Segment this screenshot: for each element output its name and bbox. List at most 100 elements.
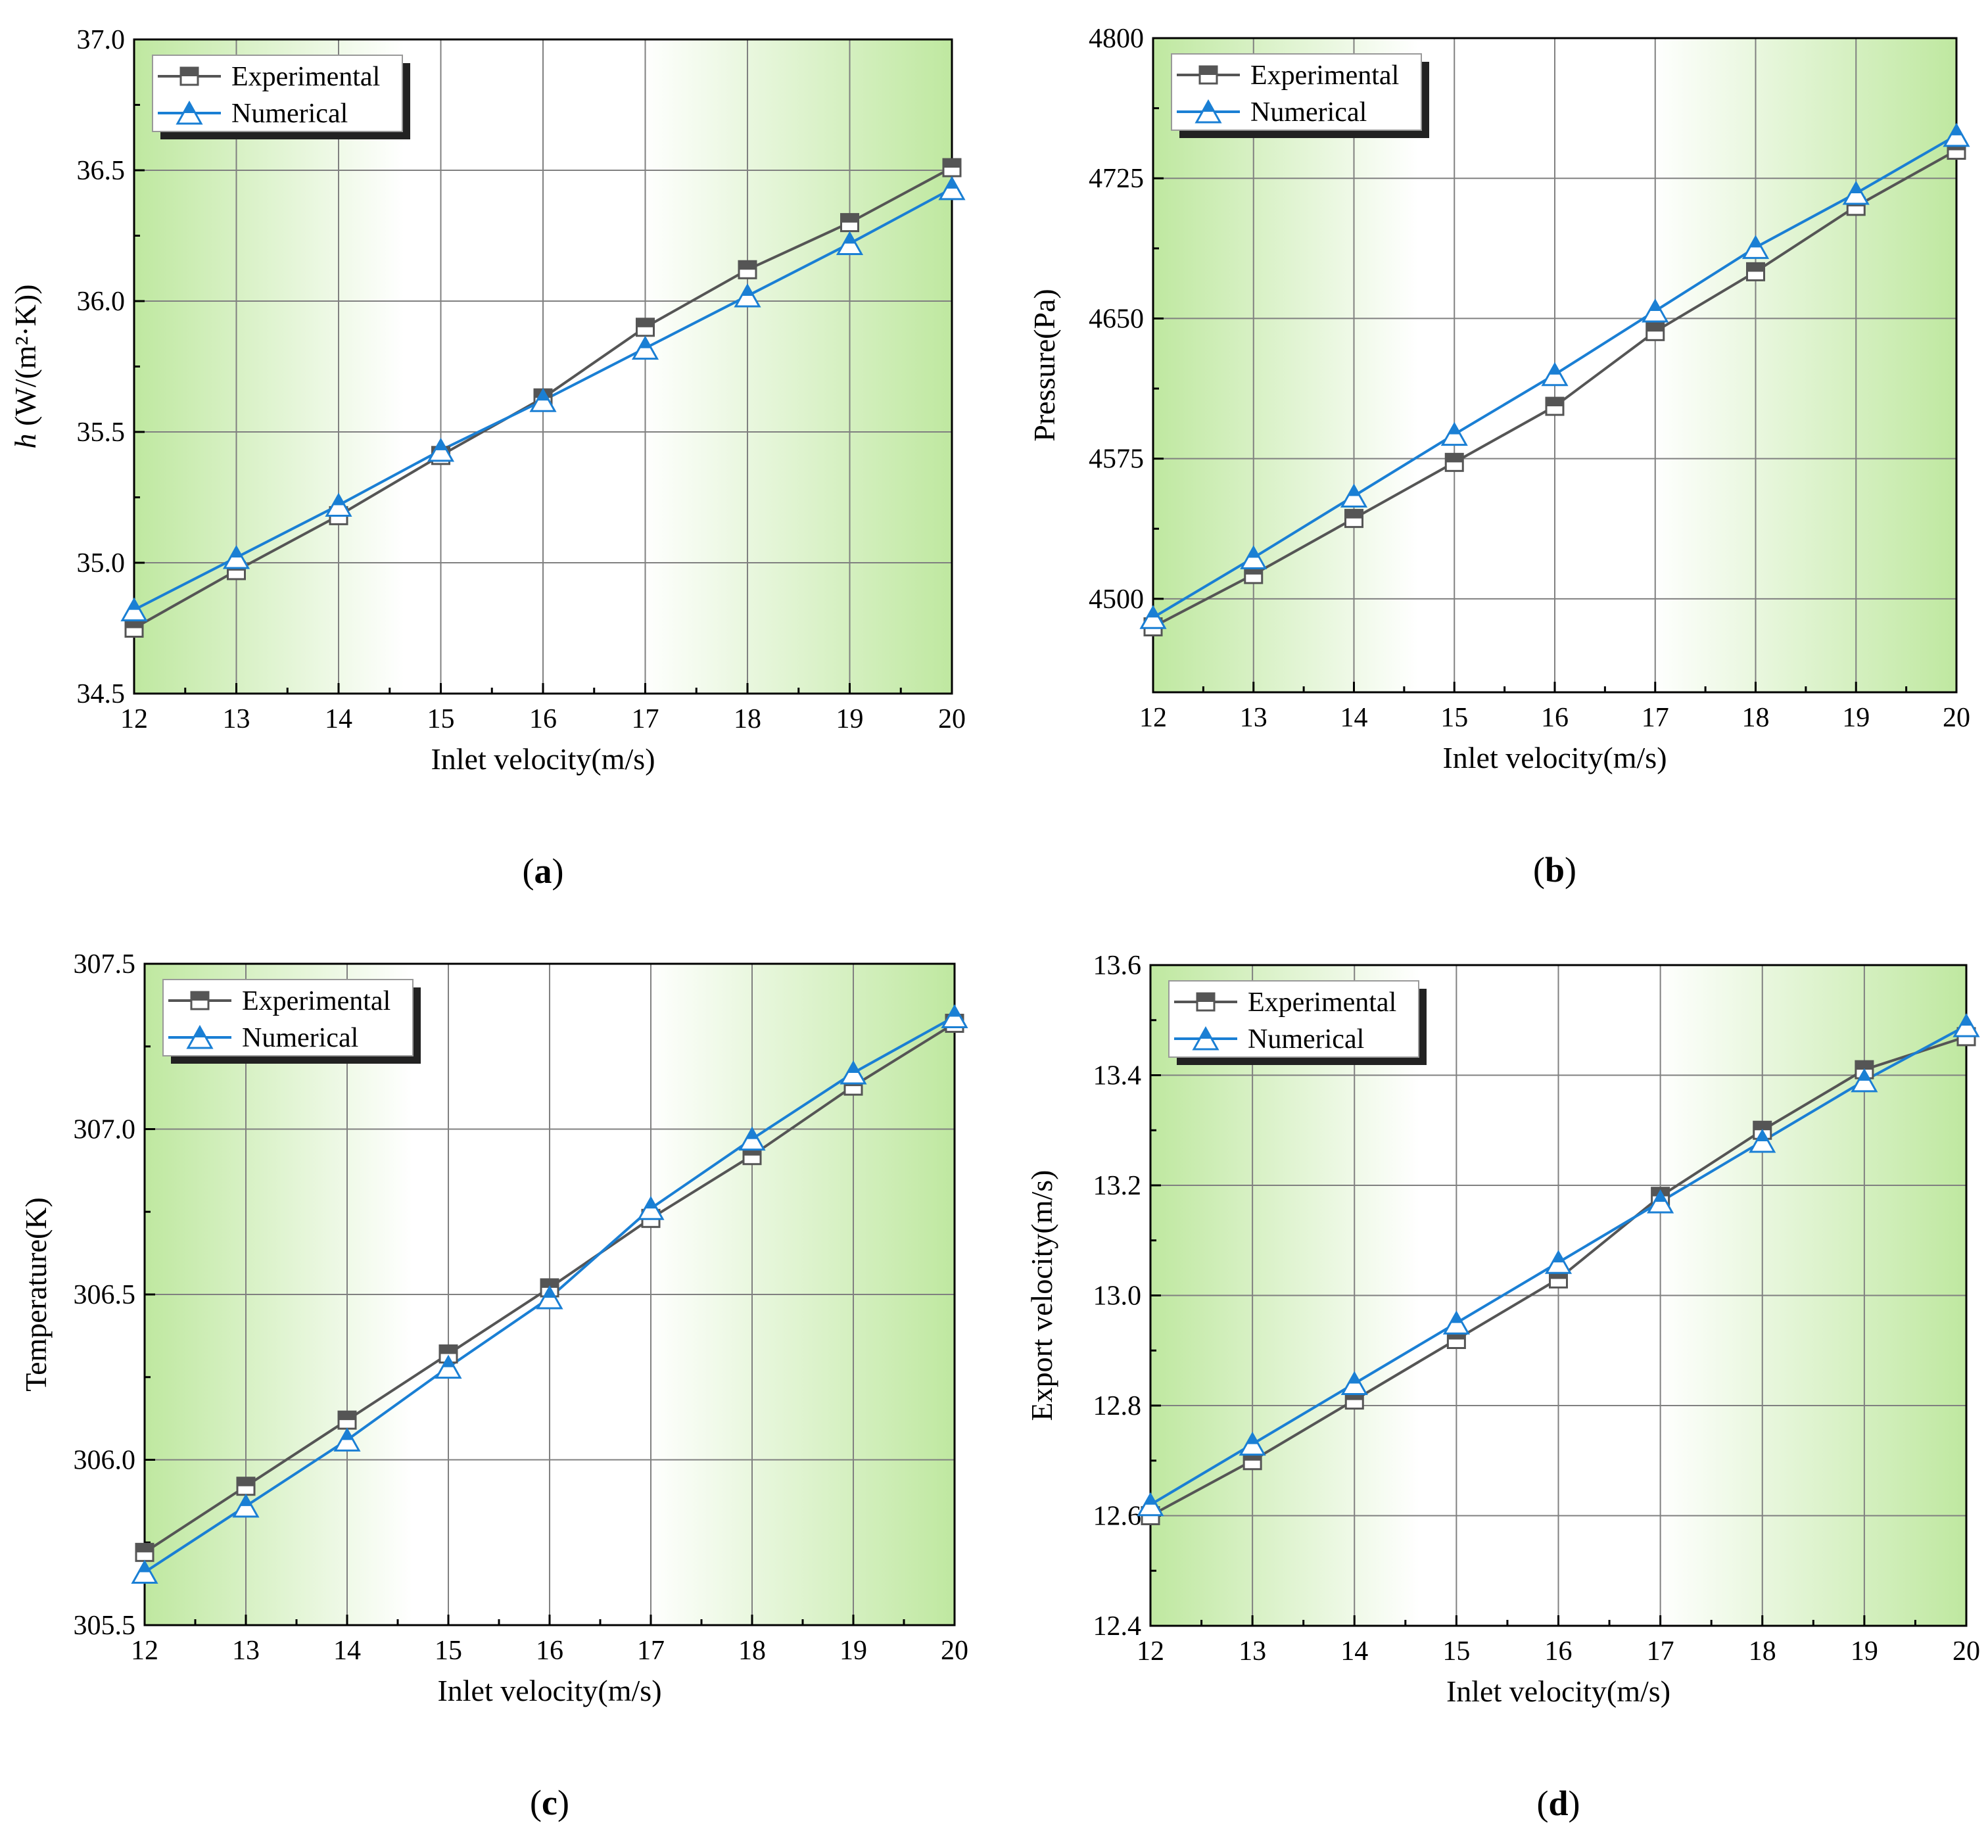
marker-triangle-fill [1654, 1191, 1667, 1202]
y-axis-label: Pressure(Pa) [1028, 289, 1061, 442]
data-point-numerical [1239, 1431, 1266, 1456]
x-tick-label: 12 [120, 704, 148, 734]
data-point-experimental [1444, 452, 1464, 472]
x-tick-label: 14 [325, 704, 352, 734]
marker-triangle-fill [230, 547, 243, 558]
panel-label-letter: a [534, 851, 552, 891]
y-axis-label-symbol: h [9, 434, 42, 449]
marker-square-fill [943, 159, 960, 168]
marker-triangle-fill [1850, 182, 1862, 193]
marker-square-fill [1200, 66, 1217, 75]
data-point-numerical [1647, 1189, 1674, 1214]
data-point-numerical [1139, 605, 1167, 629]
data-point-numerical [131, 1559, 158, 1584]
marker-triangle-fill [544, 1287, 556, 1298]
panel-label-paren-open: ( [1533, 850, 1545, 889]
marker-triangle-fill [1749, 237, 1762, 248]
marker-triangle-fill [1147, 607, 1159, 618]
chart-panel-a: 12 13 14 15 16 17 18 19 20 34.5 35.0 35.5 36.0 36.5 37… [9, 25, 966, 891]
x-tick-label: 19 [1842, 703, 1870, 733]
data-point-numerical [734, 283, 761, 308]
x-tick-label: 18 [1749, 1636, 1776, 1667]
legend-label-experimental: Experimental [1248, 987, 1396, 1018]
chart-panel-d: 12 13 14 15 16 17 18 19 20 12.4 12.6 12.8 13.0 13.2 13… [1025, 951, 1980, 1823]
data-point-numerical [232, 1493, 260, 1518]
y-tick-label: 13.4 [1093, 1061, 1142, 1091]
data-point-numerical [840, 1060, 867, 1085]
data-point-numerical [1842, 180, 1870, 205]
data-point-experimental [124, 619, 144, 638]
legend-label-numerical: Numerical [231, 99, 348, 129]
data-point-numerical [1943, 122, 1970, 147]
marker-triangle-fill [742, 285, 753, 296]
data-point-experimental [840, 213, 859, 233]
marker-triangle-fill [1858, 1070, 1870, 1081]
data-point-experimental [1545, 396, 1565, 416]
marker-triangle-fill [949, 1006, 960, 1017]
data-point-experimental [438, 1344, 458, 1364]
marker-square-fill [237, 1477, 254, 1486]
marker-triangle-fill [1649, 300, 1661, 312]
marker-square-fill [136, 1544, 153, 1553]
marker-square-fill [541, 1279, 558, 1288]
marker-square-fill [1546, 398, 1563, 407]
data-point-experimental [135, 1542, 154, 1562]
legend-label-numerical: Numerical [1248, 1024, 1364, 1054]
x-tick-label: 16 [536, 1636, 563, 1666]
data-point-experimental [738, 260, 757, 279]
data-point-experimental [1344, 509, 1363, 529]
data-point-experimental [636, 318, 655, 337]
data-point-numerical [427, 437, 455, 462]
y-tick-label: 36.0 [77, 287, 126, 317]
marker-square-fill [1446, 454, 1463, 463]
panel-label: (c) [530, 1783, 569, 1822]
y-tick-label: 306.5 [74, 1280, 136, 1310]
x-tick-label: 20 [1952, 1636, 1980, 1667]
x-tick-label: 20 [938, 704, 966, 734]
y-tick-label: 34.5 [77, 679, 126, 709]
marker-triangle-fill [194, 1027, 206, 1037]
marker-triangle-fill [333, 494, 344, 506]
data-point-numerical [1442, 1310, 1470, 1335]
legend-label-experimental: Experimental [1250, 60, 1399, 91]
marker-square-fill [1855, 1061, 1873, 1070]
marker-triangle-fill [1448, 423, 1461, 435]
marker-triangle-fill [1756, 1131, 1768, 1141]
data-point-numerical [435, 1354, 462, 1379]
data-point-experimental [236, 1477, 256, 1496]
marker-triangle-fill [1549, 364, 1561, 375]
data-point-numerical [836, 231, 864, 255]
x-tick-label: 13 [1239, 1636, 1266, 1667]
x-tick-label: 13 [232, 1636, 260, 1666]
y-tick-label: 4800 [1089, 24, 1144, 54]
marker-square-fill [1646, 323, 1664, 332]
y-tick-label: 307.5 [74, 949, 136, 980]
marker-square-fill [1747, 263, 1764, 272]
marker-square-fill [1197, 993, 1214, 1002]
marker-square-fill [440, 1345, 457, 1354]
x-tick-label: 20 [1943, 703, 1970, 733]
y-tick-label: 35.0 [77, 548, 126, 579]
legend-marker-triangle [1195, 99, 1222, 124]
data-point-numerical [1544, 1250, 1573, 1274]
y-tick-label: 307.0 [74, 1115, 136, 1145]
legend-label-numerical: Numerical [1250, 97, 1367, 128]
data-point-experimental [1746, 262, 1765, 281]
chart-panel-c: 12 13 14 15 16 17 18 19 20 305.5 306.0 306.5 307.0 30… [19, 949, 968, 1822]
marker-triangle-fill [946, 178, 958, 189]
marker-triangle-fill [746, 1128, 758, 1139]
data-point-numerical [536, 1285, 563, 1310]
panel-label: (d) [1536, 1784, 1580, 1823]
marker-triangle-fill [341, 1429, 353, 1440]
data-point-numerical [738, 1126, 766, 1151]
x-tick-label: 12 [1139, 703, 1167, 733]
marker-triangle-fill [1145, 1494, 1156, 1505]
marker-triangle-fill [645, 1198, 657, 1209]
y-axis-label: h (W/(m²·K)) [9, 284, 42, 448]
data-point-numerical [1851, 1068, 1878, 1093]
y-tick-label: 13.0 [1093, 1281, 1142, 1312]
x-axis-label: Inlet velocity(m/s) [437, 1674, 661, 1707]
x-tick-label: 14 [1340, 703, 1368, 733]
y-axis-label: Export velocity(m/s) [1025, 1170, 1058, 1421]
data-point-numerical [941, 1004, 968, 1028]
